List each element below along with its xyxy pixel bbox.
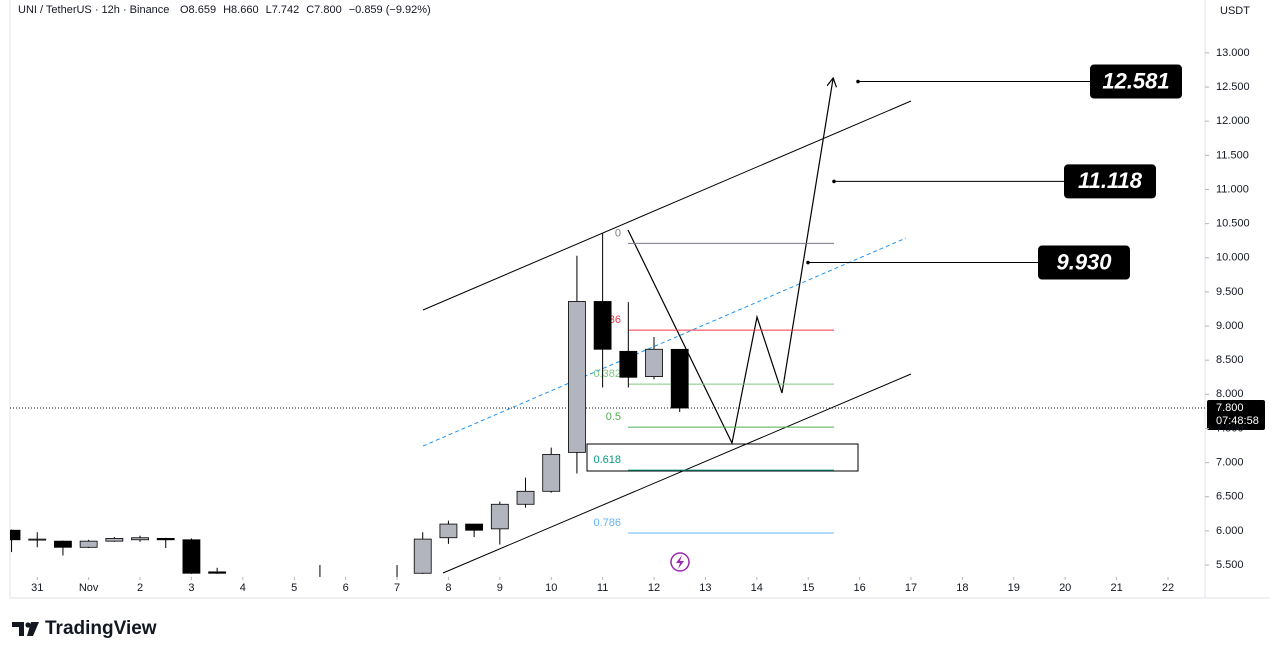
zone-box — [586, 443, 859, 472]
candle-body — [54, 540, 72, 548]
x-tick-label: 14 — [751, 582, 763, 594]
drawings — [422, 79, 912, 574]
channel-upper — [422, 100, 912, 311]
y-tick-label: 9.000 — [1216, 320, 1244, 332]
y-tick-label: 13.000 — [1216, 47, 1250, 59]
y-tick-label: 11.500 — [1216, 149, 1249, 161]
target-label: 9.930 — [1056, 249, 1112, 274]
logo-dot — [25, 622, 31, 628]
x-tick-label: 17 — [905, 582, 917, 594]
candle-body — [208, 571, 227, 574]
candle-body — [465, 523, 484, 531]
x-tick-label: 8 — [445, 582, 451, 594]
candle-body — [645, 348, 663, 377]
event-bolt — [676, 555, 684, 569]
x-tick-label: 9 — [497, 582, 503, 594]
y-tick-label: 7.000 — [1216, 457, 1244, 469]
fib-label: 0.786 — [593, 517, 621, 529]
legend-value: O8.659 — [180, 4, 216, 16]
projection-arrow — [781, 79, 833, 394]
candle-body — [516, 490, 535, 505]
target-box — [1090, 64, 1182, 99]
fib-label: 0.382 — [593, 368, 621, 380]
countdown-label: 07:48:58 — [1216, 415, 1259, 427]
x-tick-label: 3 — [188, 582, 194, 594]
x-tick-label: 13 — [699, 582, 711, 594]
x-tick-label: 5 — [291, 582, 297, 594]
target-label: 12.581 — [1102, 68, 1169, 93]
y-tick-label: 6.500 — [1216, 491, 1244, 503]
candle-body — [28, 538, 47, 541]
y-tick-label: 6.000 — [1216, 525, 1244, 537]
y-tick-label: 7.500 — [1216, 422, 1244, 434]
legend-value: C7.800 — [306, 4, 341, 16]
y-tick-label: 10.500 — [1216, 218, 1250, 230]
watermark: TradingView — [45, 618, 157, 639]
event-icon — [670, 552, 690, 572]
target-label: 11.118 — [1078, 168, 1143, 193]
projection-path — [627, 229, 783, 445]
candle-body — [105, 538, 124, 542]
candle-body — [619, 350, 638, 378]
last-price-tag — [1207, 399, 1265, 430]
x-tick-label: 12 — [648, 582, 660, 594]
y-tick-label: 5.500 — [1216, 559, 1244, 571]
y-tick-label: 8.500 — [1216, 354, 1244, 366]
y-tick-label: 8.000 — [1216, 388, 1244, 400]
last-price-label: 7.800 — [1216, 402, 1244, 414]
x-tick-label: 10 — [545, 582, 557, 594]
channel-mid — [422, 237, 907, 447]
y-tick-label: 12.500 — [1216, 81, 1250, 93]
y-tick-label: 10.000 — [1216, 252, 1250, 264]
candle-body — [182, 539, 201, 574]
x-tick-label: 6 — [343, 582, 349, 594]
candle-body — [490, 503, 509, 530]
x-tick-label: 4 — [240, 582, 246, 594]
candle-body — [542, 454, 561, 492]
x-tick-label: Nov — [79, 582, 99, 594]
x-tick-label: 19 — [1008, 582, 1020, 594]
candle-body — [131, 537, 149, 541]
x-tick-label: 15 — [802, 582, 814, 594]
legend-value: −0.859 (−9.92%) — [349, 4, 431, 16]
y-tick-label: 9.500 — [1216, 286, 1244, 298]
candle-body — [568, 301, 586, 453]
candle-body — [439, 523, 458, 539]
x-tick-label: 11 — [597, 582, 608, 594]
logo-slash — [27, 622, 39, 636]
fib-label: 0.618 — [593, 454, 621, 466]
candle-body — [156, 538, 175, 541]
candle-body — [593, 301, 612, 350]
candle-body — [10, 529, 21, 541]
candle-body — [413, 538, 432, 574]
target-box — [1064, 164, 1156, 199]
y-tick-label: 12.000 — [1216, 115, 1250, 127]
x-tick-label: 22 — [1162, 582, 1174, 594]
tradingview-logo: TradingView — [12, 618, 157, 639]
candle-body — [79, 540, 98, 548]
fib-label: 0 — [615, 227, 621, 239]
chart-title: UNI / TetherUS · 12h · Binance — [18, 4, 169, 16]
logo-mark — [12, 622, 24, 636]
x-tick-label: 21 — [1110, 582, 1122, 594]
target-box — [1038, 245, 1130, 280]
x-tick-label: 2 — [137, 582, 143, 594]
x-tick-label: 16 — [853, 582, 865, 594]
channel-lower — [442, 373, 912, 574]
x-tick-label: 7 — [394, 582, 400, 594]
candle-body — [670, 348, 689, 409]
fib-label: 0.5 — [606, 411, 621, 423]
x-tick-label: 20 — [1059, 582, 1071, 594]
legend-value: L7.742 — [266, 4, 300, 16]
y-tick-label: 11.000 — [1216, 183, 1249, 195]
x-tick-label: 18 — [956, 582, 968, 594]
x-tick-label: 31 — [31, 582, 43, 594]
y-axis-label: USDT — [1220, 5, 1250, 17]
legend-value: H8.660 — [223, 4, 258, 16]
